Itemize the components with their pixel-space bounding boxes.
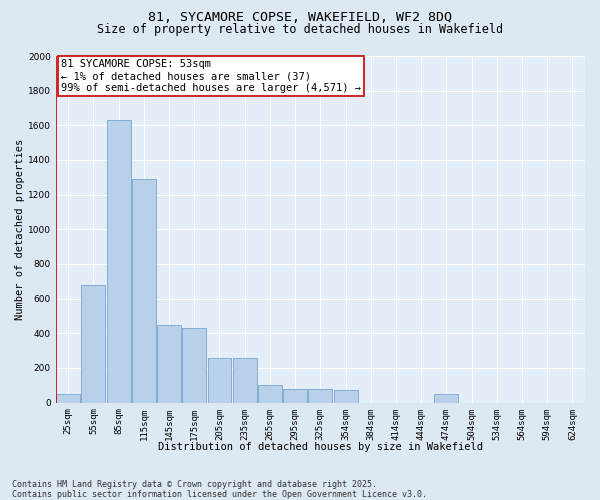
Bar <box>56 394 80 402</box>
Text: 81 SYCAMORE COPSE: 53sqm
← 1% of detached houses are smaller (37)
99% of semi-de: 81 SYCAMORE COPSE: 53sqm ← 1% of detache… <box>61 60 361 92</box>
Bar <box>157 324 181 402</box>
Text: Size of property relative to detached houses in Wakefield: Size of property relative to detached ho… <box>97 24 503 36</box>
Text: Contains HM Land Registry data © Crown copyright and database right 2025.
Contai: Contains HM Land Registry data © Crown c… <box>12 480 427 499</box>
Y-axis label: Number of detached properties: Number of detached properties <box>15 138 25 320</box>
Text: 81, SYCAMORE COPSE, WAKEFIELD, WF2 8DQ: 81, SYCAMORE COPSE, WAKEFIELD, WF2 8DQ <box>148 11 452 24</box>
Bar <box>434 394 458 402</box>
Bar <box>258 386 282 402</box>
Bar <box>182 328 206 402</box>
Bar <box>283 388 307 402</box>
Bar <box>308 388 332 402</box>
X-axis label: Distribution of detached houses by size in Wakefield: Distribution of detached houses by size … <box>158 442 483 452</box>
Bar <box>233 358 257 403</box>
Bar <box>208 358 232 403</box>
Bar <box>107 120 131 403</box>
Bar <box>334 390 358 402</box>
Bar <box>82 285 106 403</box>
Bar <box>132 179 156 402</box>
